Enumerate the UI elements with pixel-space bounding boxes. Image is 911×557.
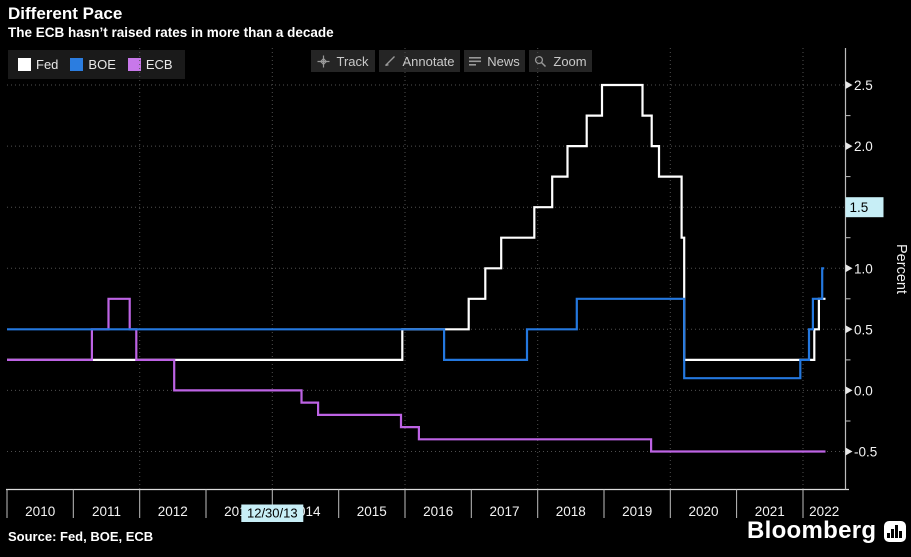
- legend-item-ecb[interactable]: ECB: [127, 57, 173, 72]
- y-tick-arrow: [845, 447, 853, 456]
- chart-toolbar: Track Annotate News Zoom: [311, 50, 592, 72]
- y-tick-arrow: [845, 203, 853, 212]
- zoom-icon: [534, 55, 547, 68]
- track-x-badge-label: 12/30/13: [247, 506, 298, 521]
- y-tick-label: 1.5: [854, 200, 873, 215]
- y-tick-arrow: [845, 81, 853, 89]
- ecb-swatch: [127, 58, 141, 71]
- y-tick-label: 0.5: [854, 322, 873, 337]
- legend-label: ECB: [145, 57, 173, 72]
- x-tick-label: 2012: [158, 504, 188, 519]
- y-axis-title: Percent: [893, 244, 909, 294]
- track-label: Track: [336, 53, 369, 69]
- x-tick-label: 2015: [357, 504, 387, 519]
- bloomberg-brand: Bloomberg: [747, 517, 907, 545]
- legend-label: BOE: [88, 57, 116, 72]
- x-tick-label: 2019: [622, 504, 652, 519]
- x-tick-label: 2011: [92, 504, 121, 519]
- y-tick-label: -0.5: [854, 445, 877, 460]
- page-subtitle: The ECB hasn’t raised rates in more than…: [8, 25, 334, 40]
- annotate-button[interactable]: Annotate: [379, 50, 460, 72]
- x-tick-label: 2020: [688, 504, 718, 519]
- bloomberg-logo-icon: [884, 520, 907, 542]
- series-fed: [7, 83, 826, 361]
- series-boe: [7, 267, 825, 380]
- news-button[interactable]: News: [464, 50, 525, 72]
- legend-item-fed[interactable]: Fed: [18, 57, 58, 72]
- y-tick-label: 0.0: [854, 383, 873, 398]
- track-y-badge: [845, 197, 884, 218]
- bloomberg-wordmark: Bloomberg: [747, 517, 877, 544]
- zoom-label: Zoom: [553, 53, 587, 69]
- source-note: Source: Fed, BOE, ECB: [8, 529, 154, 544]
- x-tick-label: 2013: [224, 504, 254, 519]
- page-title: Different Pace: [8, 4, 123, 23]
- annotate-label: Annotate: [402, 53, 455, 69]
- legend: Fed BOE ECB: [8, 50, 185, 79]
- x-tick-label: 2016: [423, 504, 453, 519]
- track-x-badge: [241, 504, 304, 522]
- news-icon: [469, 56, 482, 67]
- y-tick-label: 2.5: [854, 78, 873, 93]
- y-tick-label: 2.0: [854, 139, 873, 154]
- news-label: News: [487, 53, 520, 69]
- boe-swatch: [70, 58, 84, 71]
- legend-item-boe[interactable]: BOE: [70, 57, 116, 72]
- legend-label: Fed: [36, 57, 59, 72]
- x-tick-label: 2018: [556, 504, 586, 519]
- y-tick-arrow: [845, 386, 853, 395]
- y-tick-arrow: [845, 264, 853, 273]
- x-tick-label: 2017: [489, 504, 519, 519]
- series-ecb: [7, 297, 826, 453]
- fed-swatch: [18, 58, 31, 71]
- track-y-badge-label: 1.5: [850, 200, 869, 215]
- x-tick-label: 2014: [290, 504, 321, 519]
- track-icon: [317, 55, 330, 68]
- y-tick-arrow: [845, 325, 853, 334]
- x-tick-label: 2010: [25, 504, 55, 519]
- y-tick-label: 1.0: [854, 261, 873, 276]
- annotate-icon: [384, 55, 396, 67]
- track-button[interactable]: Track: [311, 50, 375, 72]
- zoom-button[interactable]: Zoom: [529, 50, 592, 72]
- y-tick-arrow: [845, 142, 853, 151]
